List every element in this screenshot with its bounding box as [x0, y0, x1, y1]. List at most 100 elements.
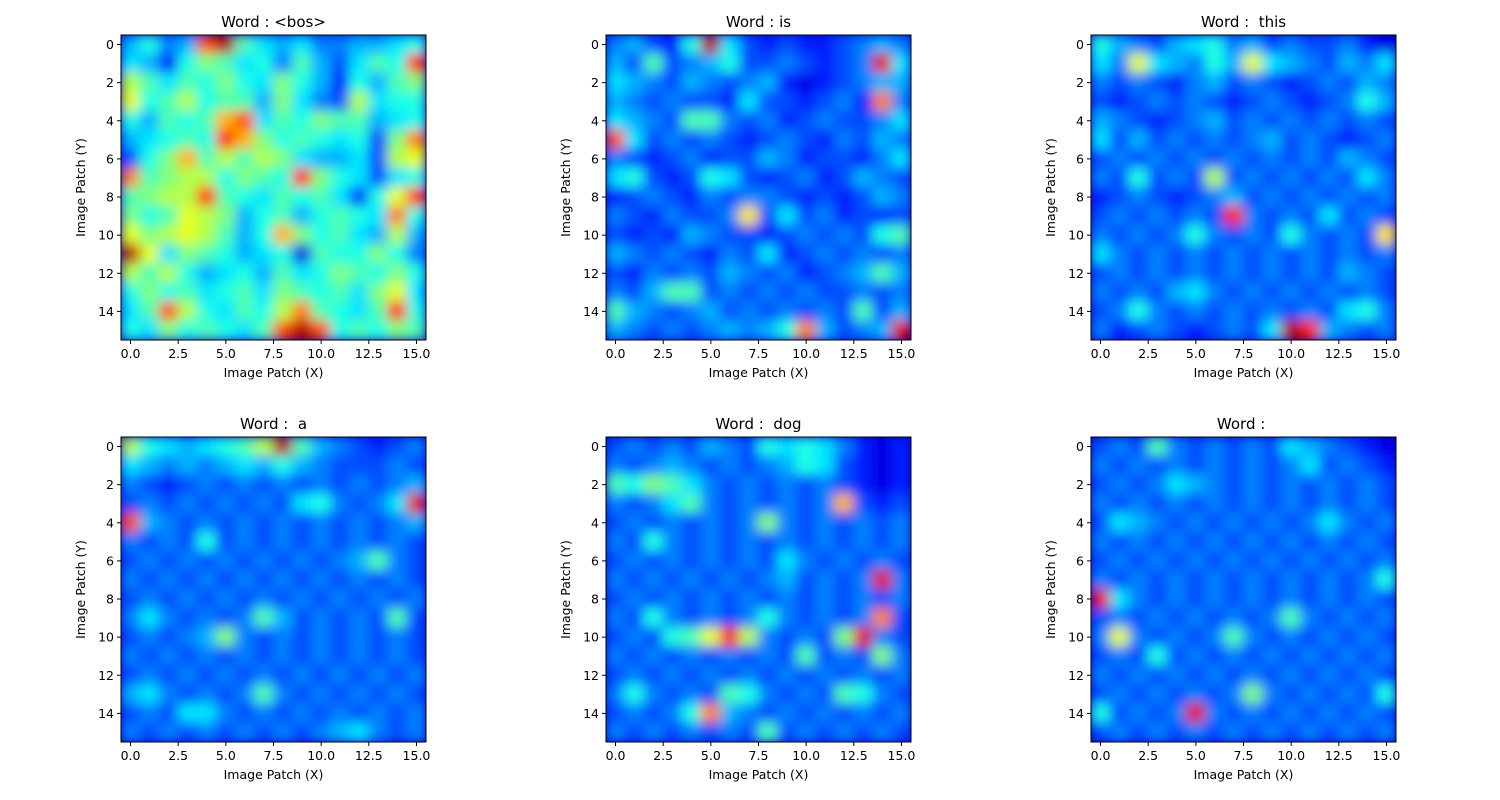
heatmap-cell — [368, 589, 389, 610]
heatmap-cell — [1128, 589, 1149, 610]
heatmap-cell — [681, 53, 702, 74]
heatmap-cell — [1319, 206, 1340, 227]
x-axis-label: Image Patch (X) — [224, 767, 324, 782]
y-tick-label: 8 — [1076, 592, 1084, 607]
heatmap-cell — [1091, 589, 1111, 610]
heatmap-cell — [177, 320, 198, 340]
heatmap-cell — [606, 35, 626, 55]
heatmap-cell — [1262, 110, 1283, 131]
heatmap-cell — [1262, 148, 1283, 169]
heatmap-cell — [311, 703, 332, 724]
heatmap-cell — [234, 627, 255, 648]
heatmap-cell — [738, 225, 759, 246]
heatmap-cell — [1281, 110, 1302, 131]
heatmap-cell — [349, 531, 370, 552]
y-tick-label: 2 — [106, 75, 114, 90]
heatmap-cell — [834, 474, 855, 495]
heatmap-cell — [330, 187, 351, 208]
heatmap-cell — [1338, 684, 1359, 705]
heatmap-cell — [121, 225, 141, 246]
heatmap-cell — [1281, 550, 1302, 571]
heatmap-cell — [139, 684, 160, 705]
heatmap-cell — [253, 53, 274, 74]
heatmap-cell — [872, 320, 893, 340]
heatmap-cell — [139, 244, 160, 265]
heatmap-cell — [1319, 493, 1340, 514]
heatmap-cell — [349, 263, 370, 284]
heatmap-cell — [1147, 437, 1168, 457]
heatmap-cell — [121, 244, 141, 265]
heatmap-cell — [1262, 320, 1283, 340]
heatmap-cell — [387, 722, 408, 742]
x-tick-label: 5.0 — [701, 346, 721, 361]
heatmap-cell — [234, 493, 255, 514]
heatmap-cell — [1128, 627, 1149, 648]
heatmap-cell — [368, 665, 389, 686]
y-tick-label: 6 — [1076, 151, 1084, 166]
heatmap-cell — [681, 187, 702, 208]
heatmap-cell — [834, 646, 855, 667]
heatmap-cell — [121, 550, 141, 571]
heatmap-cell — [643, 569, 664, 590]
heatmap-cell — [1109, 569, 1130, 590]
heatmap-cell — [1281, 148, 1302, 169]
heatmap-cell — [292, 722, 313, 742]
heatmap-cell — [891, 282, 911, 303]
heatmap-cell — [872, 167, 893, 188]
heatmap-cell — [311, 474, 332, 495]
heatmap-cell — [292, 244, 313, 265]
heatmap-cell — [292, 110, 313, 131]
heatmap-cell — [777, 665, 798, 686]
heatmap-cell — [177, 722, 198, 742]
heatmap-cell — [1376, 722, 1396, 742]
heatmap-cell — [1185, 129, 1206, 150]
heatmap-cell — [387, 148, 408, 169]
heatmap-cell — [387, 589, 408, 610]
heatmap-cell — [1204, 72, 1225, 93]
heatmap-cell — [1338, 703, 1359, 724]
heatmap-area — [121, 35, 426, 340]
heatmap-cell — [1223, 206, 1244, 227]
heatmap-cell — [662, 627, 683, 648]
heatmap-cell — [177, 187, 198, 208]
y-tick-label: 4 — [1076, 113, 1084, 128]
heatmap-cell — [139, 167, 160, 188]
heatmap-cell — [1376, 263, 1396, 284]
heatmap-cell — [177, 206, 198, 227]
heatmap-cell — [139, 569, 160, 590]
heatmap-cell — [834, 263, 855, 284]
heatmap-cell — [1319, 722, 1340, 742]
heatmap-cell — [1319, 320, 1340, 340]
heatmap-cell — [777, 627, 798, 648]
heatmap-cell — [1109, 646, 1130, 667]
y-tick-label: 2 — [1076, 75, 1084, 90]
heatmap-cell — [1338, 550, 1359, 571]
heatmap-cell — [311, 493, 332, 514]
heatmap-cell — [406, 320, 426, 340]
heatmap-cell — [606, 263, 626, 284]
heatmap-cell — [681, 722, 702, 742]
heatmap-cell — [700, 206, 721, 227]
y-tick-label: 12 — [583, 668, 599, 683]
heatmap-cell — [700, 53, 721, 74]
heatmap-cell — [368, 225, 389, 246]
heatmap-cell — [1166, 263, 1187, 284]
heatmap-cell — [796, 225, 817, 246]
heatmap-cell — [311, 722, 332, 742]
heatmap-cell — [253, 627, 274, 648]
heatmap-cell — [387, 91, 408, 112]
heatmap-cell — [1300, 110, 1321, 131]
heatmap-cell — [311, 301, 332, 322]
heatmap-cell — [177, 646, 198, 667]
heatmap-cell — [777, 493, 798, 514]
heatmap-cell — [1281, 646, 1302, 667]
heatmap-cell — [1262, 512, 1283, 533]
heatmap-cell — [158, 187, 179, 208]
heatmap-cell — [834, 493, 855, 514]
heatmap-cell — [292, 187, 313, 208]
heatmap-cell — [273, 703, 294, 724]
heatmap-cell — [1109, 282, 1130, 303]
heatmap-cell — [387, 646, 408, 667]
heatmap-cell — [1262, 35, 1283, 55]
heatmap-cell — [1204, 627, 1225, 648]
